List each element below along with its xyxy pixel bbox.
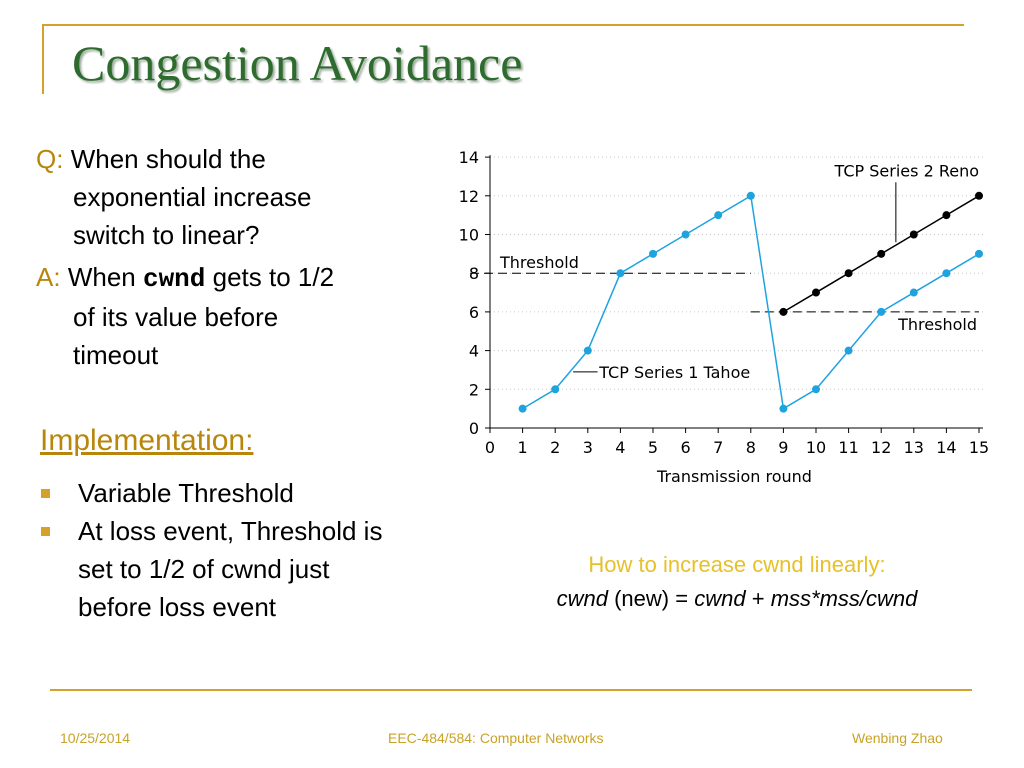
series-label: TCP Series 2 Reno [834, 161, 979, 180]
x-tick-label: 10 [806, 438, 826, 457]
threshold-label: Threshold [499, 253, 579, 272]
caption-formula: cwnd (new) = cwnd + mss*mss/cwnd [487, 586, 987, 612]
data-point [779, 404, 788, 413]
data-point [551, 385, 560, 394]
formula-plus: + [751, 586, 765, 611]
x-tick-label: 13 [904, 438, 924, 457]
x-tick-label: 8 [746, 438, 756, 457]
y-tick-label: 2 [469, 380, 479, 399]
data-point [942, 211, 951, 220]
data-point [909, 288, 918, 297]
data-point [877, 249, 886, 258]
bottom-border [50, 689, 972, 691]
x-axis-label: Transmission round [656, 467, 812, 486]
answer-block: A: When cwnd gets to 1/2 of its value be… [36, 258, 436, 374]
y-tick-label: 6 [469, 303, 479, 322]
series-label: TCP Series 1 Tahoe [598, 363, 750, 382]
data-point [975, 249, 983, 258]
x-tick-label: 5 [648, 438, 658, 457]
a-when: When [67, 262, 136, 292]
q-line-2: exponential increase [73, 182, 312, 212]
data-point [844, 269, 853, 278]
question-block: Q: When should the exponential increase … [36, 140, 436, 254]
x-tick-label: 12 [871, 438, 891, 457]
formula-expr: mss*mss/cwnd [770, 586, 918, 611]
data-point [779, 307, 788, 316]
x-tick-label: 0 [485, 438, 495, 457]
data-point [746, 191, 755, 200]
x-tick-label: 3 [583, 438, 593, 457]
bullet-item: Variable Threshold [40, 474, 460, 512]
q-line-3: switch to linear? [73, 220, 260, 250]
bullet-text-cont: set to 1/2 of cwnd just [78, 554, 330, 584]
q-tag: Q: [36, 144, 64, 174]
implementation-heading: Implementation: [40, 424, 254, 457]
a-tag: A: [36, 262, 61, 292]
data-point [812, 385, 820, 394]
a-line-2: of its value before [73, 302, 279, 332]
slide-title: Congestion Avoidance [72, 35, 523, 91]
x-tick-label: 15 [969, 438, 989, 457]
a-rest: gets to 1/2 [212, 262, 335, 292]
y-tick-label: 10 [459, 226, 479, 245]
data-point [844, 346, 853, 355]
bullet-item: At loss event, Threshold is set to 1/2 of… [40, 512, 460, 626]
bullet-text: Variable Threshold [78, 478, 294, 508]
y-tick-label: 14 [459, 148, 479, 167]
formula-cwnd: cwnd [556, 586, 608, 611]
x-tick-label: 9 [778, 438, 788, 457]
a-cwnd: cwnd [142, 264, 206, 294]
series-line [522, 194, 980, 410]
x-tick-label: 4 [615, 438, 625, 457]
data-point [649, 249, 657, 258]
formula-cwnd-2: cwnd [694, 586, 746, 611]
q-line-1: When should the [70, 144, 266, 174]
bullet-square-icon [41, 489, 50, 498]
x-tick-label: 7 [713, 438, 723, 457]
footer-date: 10/25/2014 [60, 730, 131, 746]
x-tick-label: 14 [936, 438, 956, 457]
y-tick-label: 12 [459, 187, 479, 206]
data-point [681, 230, 690, 239]
x-tick-label: 11 [838, 438, 858, 457]
footer-course: EEC-484/584: Computer Networks [388, 730, 604, 746]
data-point [812, 288, 820, 297]
top-border [42, 24, 964, 26]
data-point [583, 346, 592, 355]
y-tick-label: 4 [469, 342, 479, 361]
footer-author: Wenbing Zhao [852, 730, 943, 746]
data-point [518, 404, 527, 413]
data-point [877, 307, 886, 316]
threshold-label: Threshold [897, 315, 977, 334]
data-point [975, 191, 983, 200]
x-tick-label: 6 [681, 438, 691, 457]
data-point [714, 211, 723, 220]
a-line-3: timeout [73, 340, 159, 370]
caption-heading: How to increase cwnd linearly: [588, 552, 886, 577]
data-point [942, 269, 951, 278]
bullet-square-icon [41, 527, 50, 536]
bullet-text-cont: before loss event [78, 592, 277, 622]
left-border [42, 24, 44, 94]
formula-new: (new) = [614, 586, 689, 611]
data-point [909, 230, 918, 239]
data-point [616, 269, 625, 278]
x-tick-label: 2 [550, 438, 560, 457]
bullet-list: Variable Threshold At loss event, Thresh… [40, 474, 460, 626]
x-tick-label: 1 [518, 438, 528, 457]
y-tick-label: 8 [469, 264, 479, 283]
bullet-text: At loss event, Threshold is [78, 516, 383, 546]
y-tick-label: 0 [469, 419, 479, 438]
